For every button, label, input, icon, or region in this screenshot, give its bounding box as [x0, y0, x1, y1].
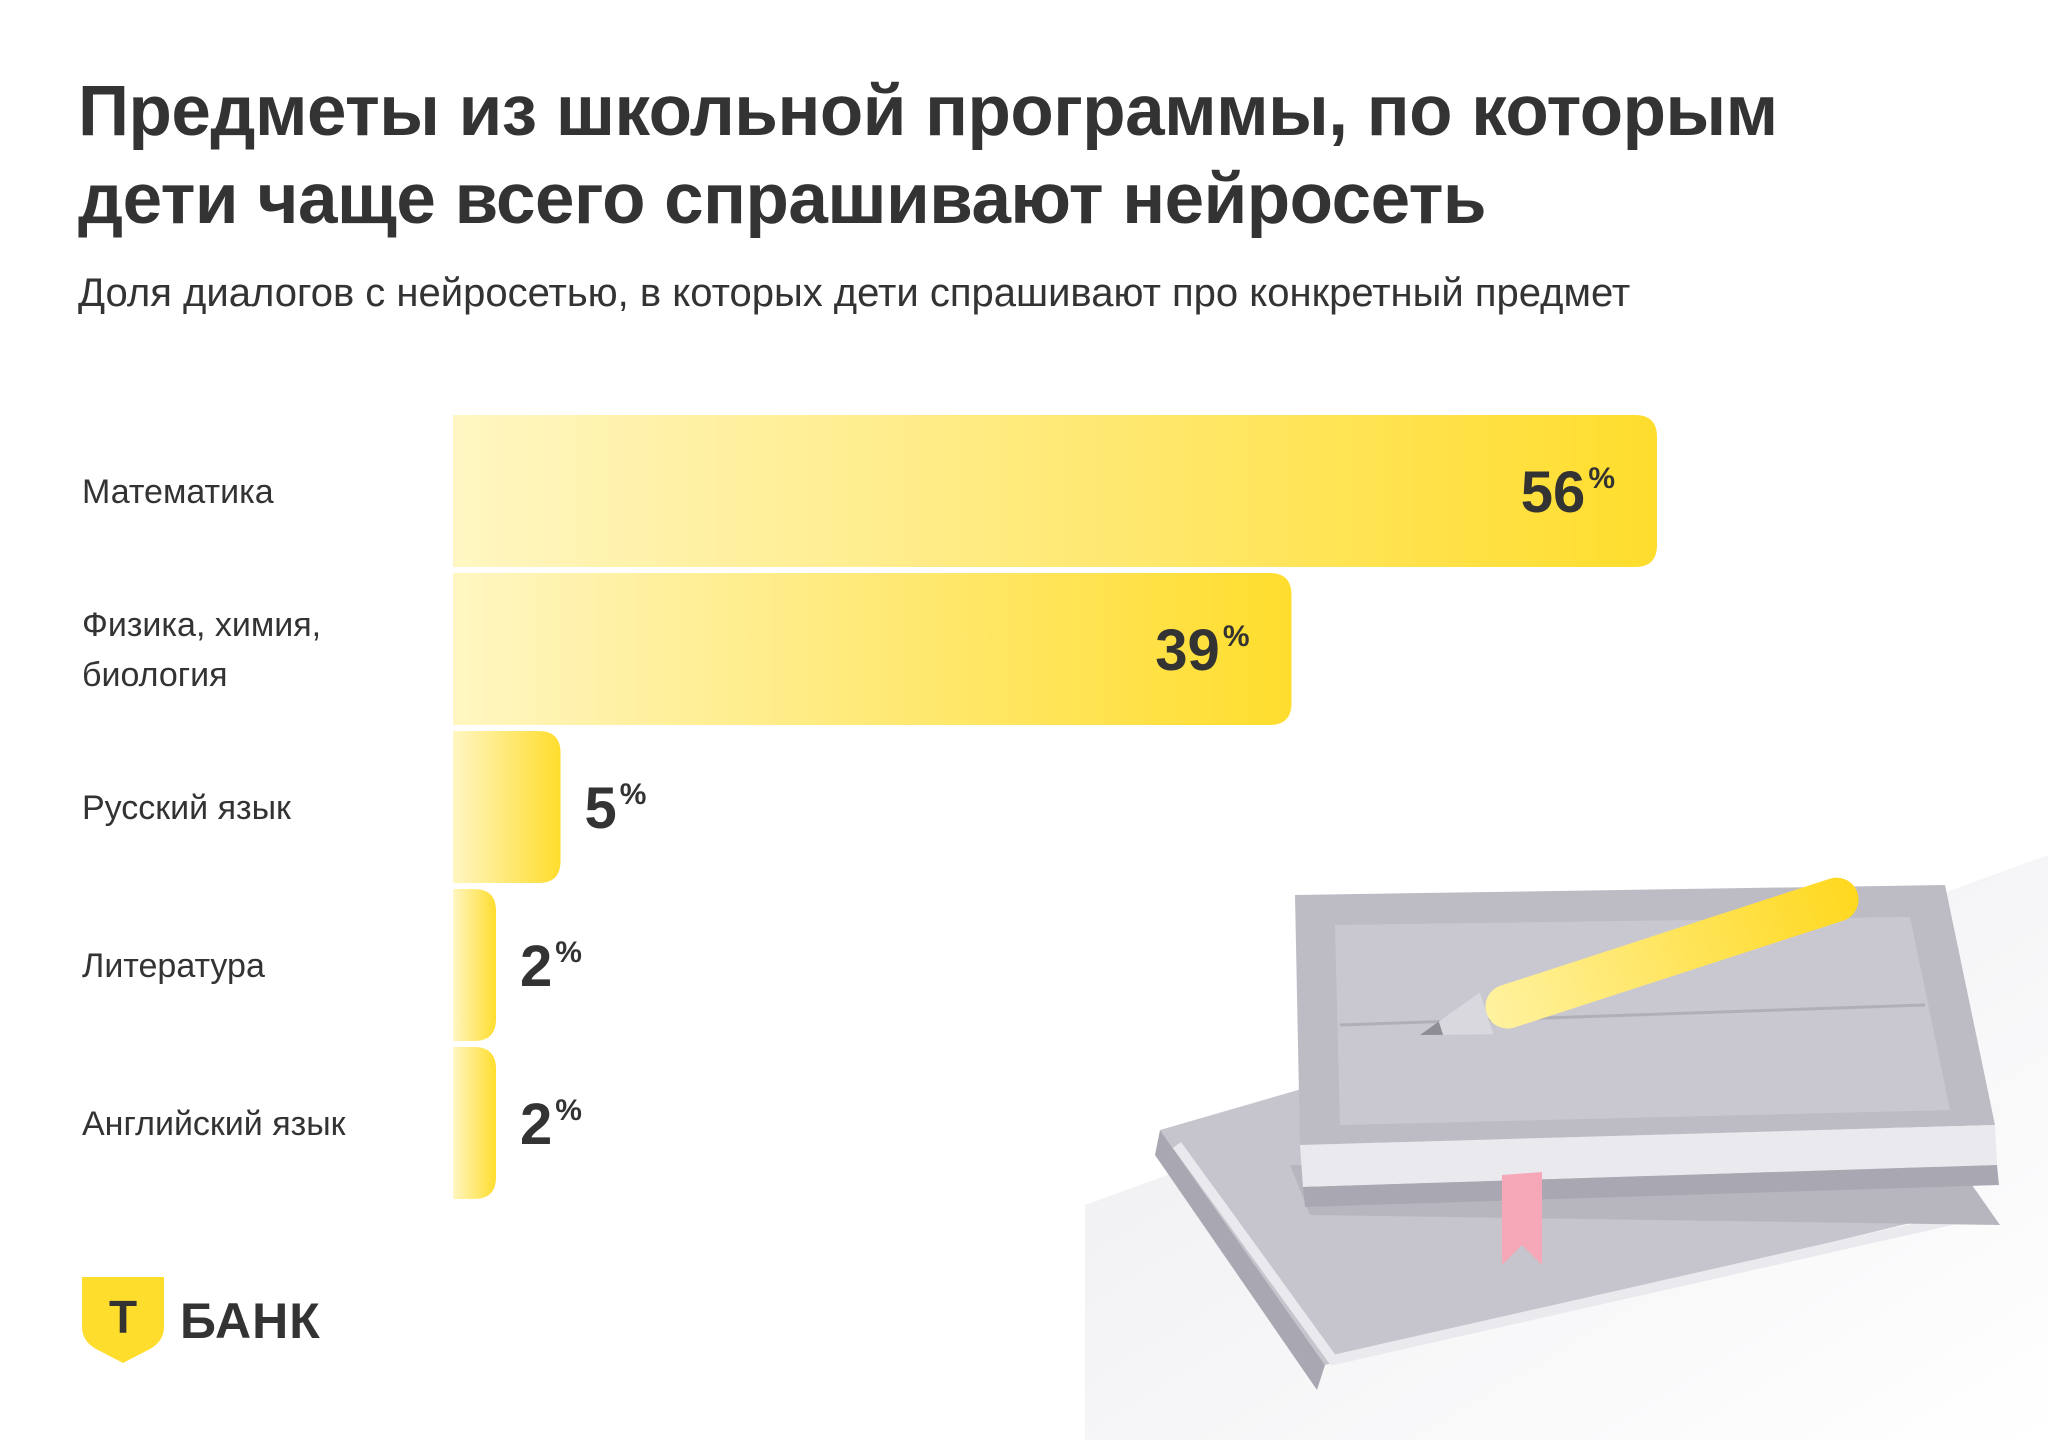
value-unit: % [1223, 620, 1250, 653]
title-line-1: Предметы из школьной программы, по котор… [78, 72, 1778, 151]
category-label: Физика, химия, биология [82, 606, 321, 694]
bar-row: Английский язык 2% [82, 1047, 582, 1199]
bar [453, 573, 1292, 725]
category-label-line: Английский язык [82, 1105, 347, 1143]
value-number: 39 [1155, 618, 1220, 683]
value-label: 2% [520, 934, 582, 999]
category-label-line: Литература [82, 947, 265, 985]
value-label: 2% [520, 1092, 582, 1157]
category-label: Математика [82, 473, 274, 511]
bar [453, 415, 1657, 567]
logo-letter: Т [109, 1291, 137, 1343]
tbank-logo: Т БАНК [80, 1275, 360, 1365]
category-label-line: биология [82, 656, 228, 694]
chart-subtitle: Доля диалогов с нейросетью, в которых де… [78, 271, 1631, 315]
bar [453, 731, 561, 883]
value-unit: % [620, 778, 647, 811]
value-number: 2 [520, 934, 552, 999]
chart-title: Предметы из школьной программы, по котор… [78, 68, 1778, 244]
shield-logo-icon: Т [82, 1277, 164, 1363]
category-label-line: Русский язык [82, 789, 292, 827]
bar [453, 889, 496, 1041]
value-number: 56 [1521, 460, 1586, 525]
category-label-line: Математика [82, 473, 274, 511]
bar-row: Русский язык 5% [82, 731, 646, 883]
bars-group: Математика 56 %Физика, химия, биология 39 %Ру… [82, 415, 1657, 1199]
value-number: 2 [520, 1092, 552, 1157]
value-unit: % [1588, 462, 1615, 495]
logo-text: БАНК [180, 1293, 321, 1349]
category-label: Английский язык [82, 1105, 347, 1143]
bar [453, 1047, 496, 1199]
books-pencil-illustration [1085, 855, 2048, 1440]
value-unit: % [555, 1094, 582, 1127]
value-label: 39% [1155, 618, 1249, 683]
category-label-line: Физика, химия, [82, 606, 321, 644]
bar-row: Литература 2% [82, 889, 582, 1041]
value-unit: % [555, 936, 582, 969]
bar-row: Физика, химия, биология 39% [82, 573, 1292, 725]
value-label: 56% [1521, 460, 1615, 525]
category-label: Литература [82, 947, 265, 985]
value-label: 5% [585, 776, 647, 841]
value-number: 5 [585, 776, 617, 841]
title-line-2: дети чаще всего спрашивают нейросеть [78, 160, 1487, 239]
category-label: Русский язык [82, 789, 292, 827]
bar-row: Математика 56% [82, 415, 1657, 567]
